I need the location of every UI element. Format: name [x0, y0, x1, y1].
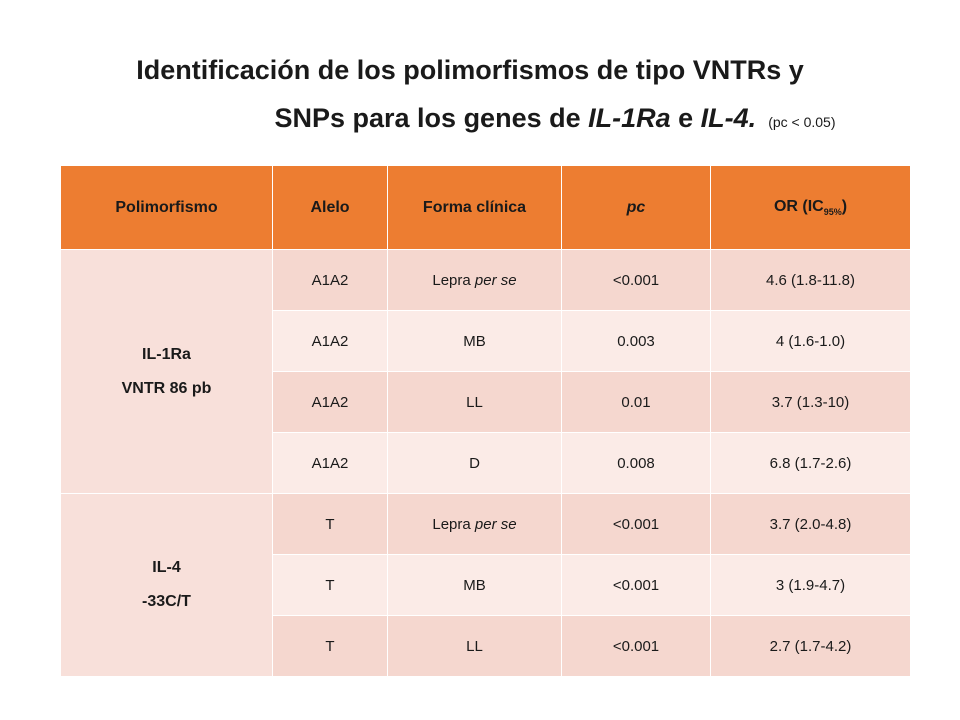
- header-alelo: Alelo: [272, 165, 388, 250]
- cell-forma-em: per se: [474, 271, 517, 289]
- header-or-close: ): [841, 197, 848, 215]
- cell-forma: Lepra per se: [387, 249, 562, 311]
- cell-pc: 0.008: [561, 432, 711, 494]
- cell-alelo: A1A2: [272, 249, 388, 311]
- group-name: IL-1Ra: [142, 345, 191, 363]
- header-or-text: OR (IC: [773, 197, 824, 215]
- cell-forma: LL: [387, 371, 562, 433]
- header-pc: pc: [561, 165, 711, 250]
- gene-il1ra: IL-1Ra: [588, 103, 671, 133]
- header-polimorfismo: Polimorfismo: [60, 165, 273, 250]
- cell-or: 3 (1.9-4.7): [710, 554, 911, 616]
- cell-or: 4 (1.6-1.0): [710, 310, 911, 372]
- cell-pc: <0.001: [561, 554, 711, 616]
- title-line-2-text: SNPs para los genes de: [274, 103, 589, 133]
- cell-or: 3.7 (2.0-4.8): [710, 493, 911, 555]
- cell-alelo: T: [272, 615, 388, 677]
- significance-note: (pc < 0.05): [768, 114, 836, 130]
- cell-forma: D: [387, 432, 562, 494]
- group-cell-il4: IL-4 -33C/T: [60, 493, 273, 677]
- group-cell-il1ra: IL-1Ra VNTR 86 pb: [60, 249, 273, 494]
- cell-pc: 0.003: [561, 310, 711, 372]
- table-header-row: Polimorfismo Alelo Forma clínica pc OR (…: [60, 165, 911, 250]
- group-detail: VNTR 86 pb: [121, 379, 212, 397]
- cell-forma-text: Lepra: [432, 271, 475, 289]
- cell-forma: MB: [387, 554, 562, 616]
- polymorphism-table: Polimorfismo Alelo Forma clínica pc OR (…: [60, 165, 911, 677]
- header-pc-text: pc: [626, 198, 646, 216]
- cell-or: 3.7 (1.3-10): [710, 371, 911, 433]
- cell-alelo: A1A2: [272, 432, 388, 494]
- table-row: IL-4 -33C/T T Lepra per se <0.001 3.7 (2…: [60, 493, 911, 677]
- table-row: A1A2 MB 0.003 4 (1.6-1.0): [61, 310, 911, 372]
- title-line-2: SNPs para los genes de IL-1Ra e IL-4. (pc…: [0, 98, 960, 142]
- cell-forma: Lepra per se: [387, 493, 562, 555]
- table-row: T LL <0.001 2.7 (1.7-4.2): [61, 615, 911, 677]
- cell-forma-em: per se: [474, 515, 517, 533]
- cell-pc: <0.001: [561, 249, 711, 311]
- cell-alelo: A1A2: [272, 371, 388, 433]
- cell-pc: <0.001: [561, 493, 711, 555]
- table-row: IL-1Ra VNTR 86 pb A1A2 Lepra per se <0.0…: [60, 249, 911, 494]
- gene-il4: IL-4.: [700, 103, 757, 133]
- cell-alelo: T: [272, 493, 388, 555]
- title-line-1: Identificación de los polimorfismos de t…: [136, 55, 804, 85]
- header-or-subscript: 95%: [823, 207, 842, 218]
- cell-or: 6.8 (1.7-2.6): [710, 432, 911, 494]
- table-row: T MB <0.001 3 (1.9-4.7): [61, 554, 911, 616]
- header-forma-clinica: Forma clínica: [387, 165, 562, 250]
- cell-alelo: A1A2: [272, 310, 388, 372]
- title-conjunction: e: [670, 103, 701, 133]
- cell-pc: <0.001: [561, 615, 711, 677]
- page-title: Identificación de los polimorfismos de t…: [0, 50, 960, 142]
- header-or: OR (IC95%): [710, 165, 911, 250]
- cell-or: 2.7 (1.7-4.2): [710, 615, 911, 677]
- table-row: A1A2 D 0.008 6.8 (1.7-2.6): [61, 432, 911, 494]
- cell-alelo: T: [272, 554, 388, 616]
- cell-pc: 0.01: [561, 371, 711, 433]
- group-detail: -33C/T: [142, 593, 191, 610]
- table-row: A1A2 LL 0.01 3.7 (1.3-10): [61, 371, 911, 433]
- group-name: IL-4: [152, 559, 181, 576]
- cell-or: 4.6 (1.8-11.8): [710, 249, 911, 311]
- cell-forma-text: Lepra: [432, 515, 475, 533]
- cell-forma: MB: [387, 310, 562, 372]
- cell-forma: LL: [387, 615, 562, 677]
